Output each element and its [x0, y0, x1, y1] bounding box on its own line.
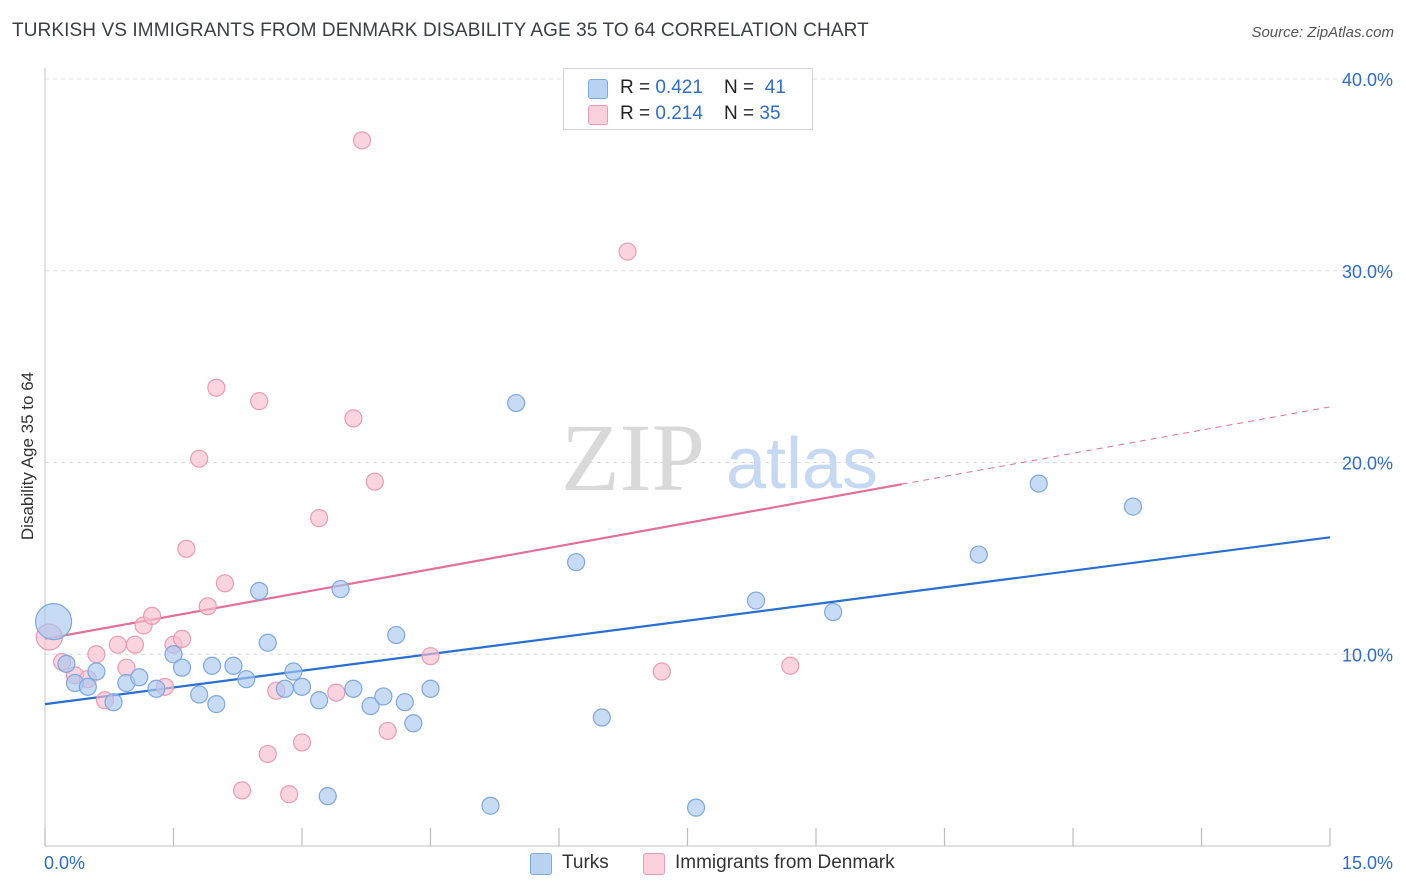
denmark-point [344, 409, 363, 428]
turks-point [224, 656, 243, 675]
denmark-point [652, 662, 671, 681]
turks-swatch [588, 79, 608, 99]
denmark-trend-line [44, 483, 902, 640]
denmark-point [310, 509, 329, 528]
turks-point [172, 658, 192, 677]
turks-point [190, 685, 209, 704]
turks-point [969, 545, 988, 564]
turks-point [387, 625, 406, 645]
turks-point [592, 708, 611, 727]
stats-label-denmark: R = 0.214 N = 35 [620, 103, 781, 124]
watermark-atlas: atlas [726, 424, 878, 504]
stats-label-turks: R = 0.421 N = 41 [620, 77, 786, 98]
denmark-point [215, 574, 234, 593]
turks-point [374, 687, 393, 706]
turks-point [395, 693, 414, 712]
turks-point [344, 679, 363, 698]
denmark-legend-swatch [643, 853, 665, 875]
turks-point [57, 654, 76, 673]
denmark-point [207, 378, 226, 397]
denmark-point [421, 647, 440, 666]
turks-point [258, 633, 277, 652]
denmark-point [258, 744, 277, 764]
turks-point [310, 691, 329, 710]
denmark-point [108, 635, 127, 654]
denmark-point [781, 656, 800, 675]
denmark-point [280, 785, 299, 804]
denmark-point [232, 781, 252, 800]
turks-point [130, 668, 149, 687]
denmark-point [292, 733, 312, 752]
series-legend: Turks Immigrants from Denmark [0, 850, 1406, 878]
watermark-zip: ZIP [561, 404, 705, 511]
turks-point [404, 714, 423, 733]
turks-point [507, 393, 526, 413]
turks-point [164, 645, 183, 664]
turks-point [318, 787, 337, 806]
x-tick-label-min: 0.0% [44, 853, 85, 873]
turks-point [1029, 474, 1048, 493]
turks-point [250, 581, 269, 601]
tick-labels: 10.0% 20.0% 30.0% 40.0% 0.0% 15.0% [44, 70, 1393, 873]
legend-label-turks: Turks [562, 852, 609, 873]
denmark-point [250, 392, 269, 411]
denmark-point [352, 131, 372, 150]
turks-point [275, 679, 294, 698]
y-tick-label: 10.0% [1342, 645, 1393, 665]
denmark-point [198, 597, 217, 616]
turks-point [746, 591, 766, 610]
turks-point [686, 798, 706, 817]
chart-title: TURKISH VS IMMIGRANTS FROM DENMARK DISAB… [12, 20, 869, 41]
denmark-point [125, 635, 145, 654]
gridlines [45, 78, 1392, 655]
turks-point [481, 796, 500, 815]
denmark-point [327, 683, 346, 702]
turks-point [292, 677, 312, 696]
denmark-point [177, 539, 196, 558]
denmark-point [172, 629, 192, 649]
turks-point [34, 603, 73, 641]
data-points [34, 131, 1143, 817]
turks-point [567, 553, 586, 572]
turks-point [78, 677, 97, 696]
y-tick-label: 40.0% [1342, 70, 1393, 90]
turks-point [331, 579, 350, 599]
turks-point [361, 696, 380, 716]
axes [44, 68, 1331, 847]
denmark-point [87, 645, 106, 664]
turks-legend-swatch [530, 853, 552, 875]
turks-point [824, 602, 843, 622]
turks-point [207, 695, 226, 714]
turks-point [237, 670, 256, 689]
turks-point [421, 679, 440, 698]
turks-point [147, 679, 166, 698]
x-tick-label-max: 15.0% [1342, 853, 1393, 873]
turks-point [104, 693, 123, 712]
denmark-swatch [588, 105, 608, 125]
turks-point [1123, 497, 1143, 516]
denmark-point [618, 242, 637, 261]
trend-lines [44, 406, 1331, 706]
denmark-point [378, 721, 397, 741]
denmark-point [190, 449, 209, 468]
turks-point [202, 656, 222, 675]
denmark-point [142, 606, 162, 626]
y-tick-label: 30.0% [1342, 262, 1393, 282]
legend-label-denmark: Immigrants from Denmark [675, 852, 895, 873]
turks-trend-line [44, 536, 1331, 706]
denmark-trend-extension [901, 406, 1331, 485]
denmark-point [365, 472, 384, 491]
turks-point [87, 662, 106, 681]
stats-legend: R = 0.421 N = 41 R = 0.214 N = 35 [563, 68, 813, 130]
source-label: Source: ZipAtlas.com [1251, 24, 1394, 41]
y-axis-title: Disability Age 35 to 64 [18, 371, 37, 541]
turks-point [284, 662, 303, 681]
y-tick-label: 20.0% [1342, 454, 1393, 474]
